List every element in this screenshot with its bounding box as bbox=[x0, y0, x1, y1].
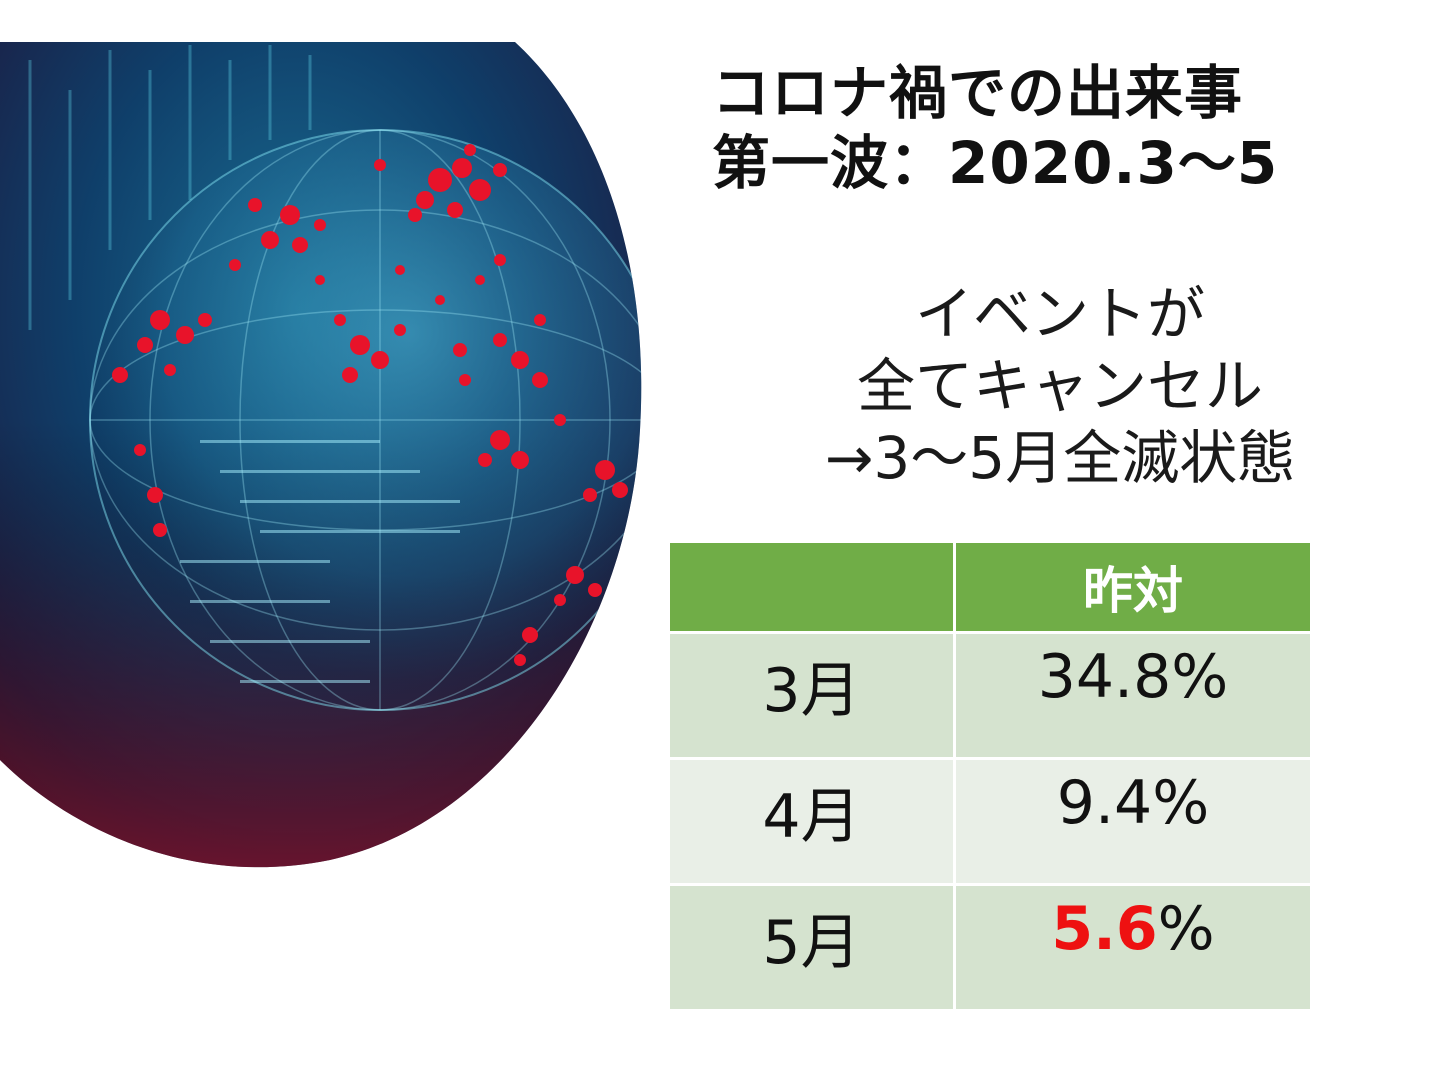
title-line-2: 第一波：2020.3〜5 bbox=[712, 129, 1279, 197]
header-month bbox=[667, 540, 956, 634]
cell-value: 34.8% bbox=[953, 631, 1313, 760]
cell-month: 3月 bbox=[667, 631, 956, 760]
title-line-1: コロナ禍での出来事 bbox=[712, 59, 1244, 127]
value-text: % bbox=[1157, 894, 1215, 964]
cell-month: 4月 bbox=[667, 757, 956, 886]
table-row: 4月 9.4% bbox=[667, 757, 1313, 886]
cell-value: 9.4% bbox=[953, 757, 1313, 886]
subtitle-line: →3〜5月全滅状態 bbox=[824, 424, 1296, 492]
value-text: 34.8% bbox=[1037, 642, 1229, 712]
globe-image bbox=[0, 42, 642, 868]
subtitle-line: イベントが bbox=[914, 280, 1205, 348]
table-row: 3月 34.8% bbox=[667, 631, 1313, 760]
header-yoy: 昨対 bbox=[953, 540, 1313, 634]
value-highlight: 5.6 bbox=[1051, 894, 1158, 964]
cell-month: 5月 bbox=[667, 883, 956, 1012]
table-row: 5月 5.6% bbox=[667, 883, 1313, 1012]
slide-title: コロナ禍での出来事 第一波：2020.3〜5 bbox=[712, 58, 1412, 198]
table-header-row: 昨対 bbox=[667, 540, 1313, 634]
yoy-table: 昨対 3月 34.8% 4月 9.4% 5月 5.6% bbox=[667, 540, 1313, 1012]
subtitle: イベントが 全てキャンセル →3〜5月全滅状態 bbox=[760, 278, 1360, 494]
cell-value: 5.6% bbox=[953, 883, 1313, 1012]
value-text: 9.4% bbox=[1056, 768, 1210, 838]
subtitle-line: 全てキャンセル bbox=[856, 352, 1263, 420]
